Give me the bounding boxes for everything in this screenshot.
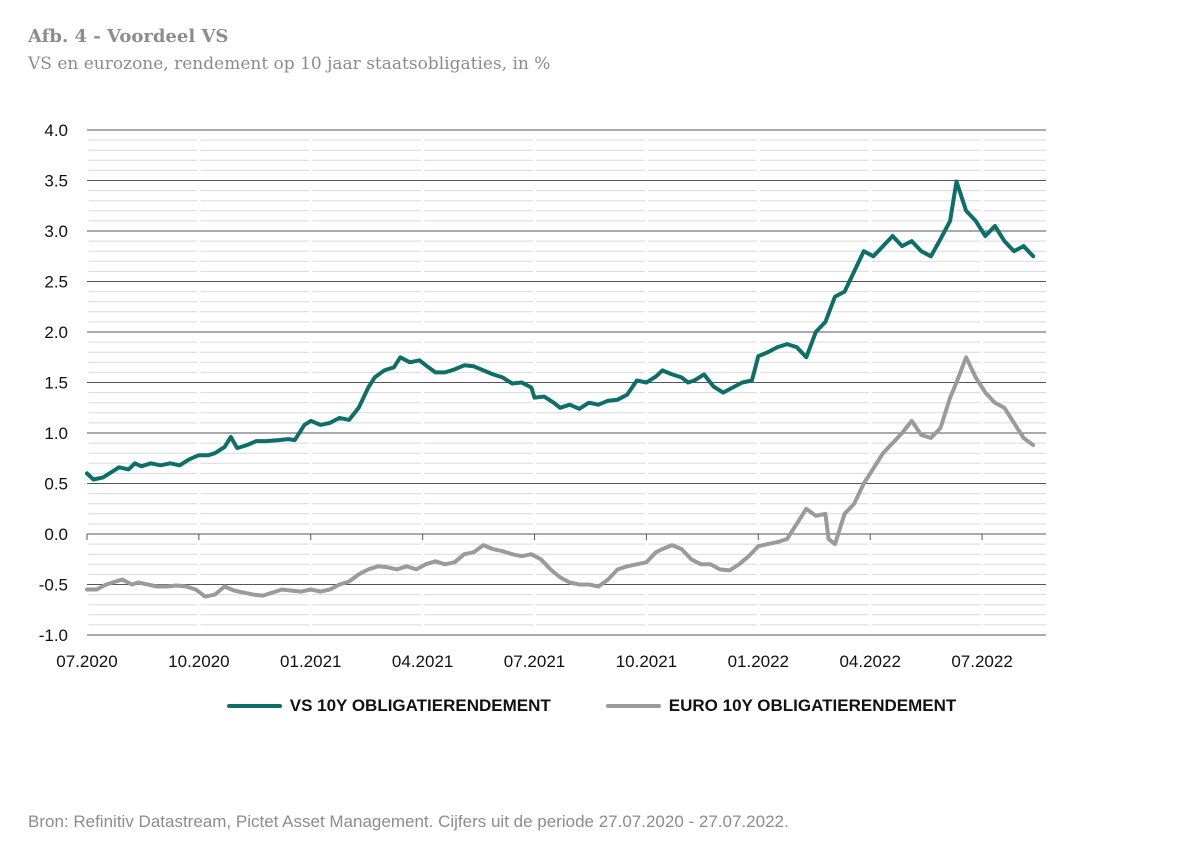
x-tick-label: 04.2021 <box>392 652 453 671</box>
y-tick-label: 2.0 <box>44 323 68 342</box>
grid <box>85 129 1046 636</box>
x-tick-label: 01.2022 <box>728 652 789 671</box>
legend-swatch-euro <box>605 704 661 708</box>
x-axis-ticks: 07.2020 10.2020 01.2021 04.2021 07.2021 10.20… <box>56 652 1013 671</box>
legend-label-euro: EURO 10Y OBLIGATIERENDEMENT <box>668 696 957 715</box>
y-tick-label: 2.5 <box>44 273 68 292</box>
series-line-euro <box>85 355 1036 599</box>
legend: VS 10Y OBLIGATIERENDEMENT EURO 10Y OBLIG… <box>0 696 1183 716</box>
legend-swatch-us <box>226 704 282 708</box>
y-tick-label: -0.5 <box>39 576 68 595</box>
y-tick-label: 3.5 <box>44 172 68 191</box>
y-tick-label: 1.0 <box>44 424 68 443</box>
y-tick-label: 1.5 <box>44 374 68 393</box>
y-axis-ticks: 4.0 3.5 3.0 2.5 2.0 1.5 1.0 0.5 0.0 -0.5 -1.0 <box>39 121 68 645</box>
chart-subtitle: VS en eurozone, rendement op 10 jaar sta… <box>28 54 551 74</box>
x-tick-label: 07.2020 <box>56 652 117 671</box>
source-note: Bron: Refinitiv Datastream, Pictet Asset… <box>28 812 789 831</box>
series-lines <box>85 179 1036 599</box>
y-tick-label: 3.0 <box>44 222 68 241</box>
x-tick-label: 07.2021 <box>504 652 565 671</box>
line-chart: 4.0 3.5 3.0 2.5 2.0 1.5 1.0 0.5 0.0 -0.5 -1.0 07.2… <box>39 121 1046 671</box>
x-tick-label: 01.2021 <box>280 652 341 671</box>
y-tick-label: 0.0 <box>44 525 68 544</box>
legend-item-us: VS 10Y OBLIGATIERENDEMENT <box>226 696 551 716</box>
y-tick-label: 4.0 <box>44 121 68 140</box>
series-line-us <box>85 179 1036 482</box>
chart-title: Afb. 4 - Voordeel VS <box>28 26 229 47</box>
x-tick-label: 10.2021 <box>616 652 677 671</box>
legend-item-euro: EURO 10Y OBLIGATIERENDEMENT <box>605 696 957 716</box>
legend-label-us: VS 10Y OBLIGATIERENDEMENT <box>289 696 551 715</box>
y-tick-label: -1.0 <box>39 626 68 645</box>
x-tick-label: 07.2022 <box>951 652 1012 671</box>
x-tick-label: 10.2020 <box>168 652 229 671</box>
x-tick-label: 04.2022 <box>839 652 900 671</box>
y-tick-label: 0.5 <box>44 475 68 494</box>
